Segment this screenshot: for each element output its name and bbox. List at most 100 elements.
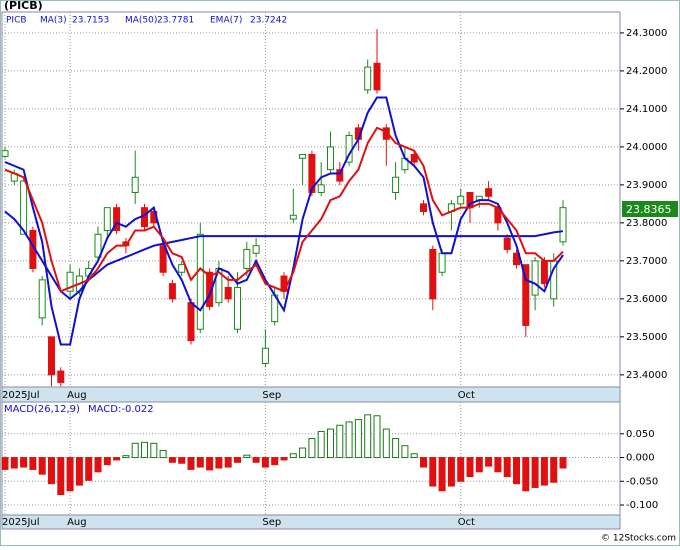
- macd-bar: [187, 457, 195, 470]
- macd-bar: [559, 457, 567, 469]
- x-tick-label: Oct: [458, 390, 475, 401]
- y-tick-label: 23.8000: [626, 218, 667, 229]
- y-tick-label: 0.050: [626, 429, 655, 440]
- macd-bar: [141, 441, 148, 459]
- candle-body: [38, 279, 46, 319]
- candle-body: [457, 195, 465, 205]
- macd-bar: [308, 438, 316, 459]
- macd-bar: [10, 457, 18, 469]
- footer: © 12Stocks.com: [601, 534, 676, 544]
- legend-name: EMA(7): [210, 16, 242, 26]
- macd-bar: [224, 457, 232, 468]
- candle-body: [131, 176, 139, 193]
- macd-bar: [364, 414, 372, 459]
- candle-body: [382, 127, 390, 140]
- macd-bar: [66, 457, 74, 492]
- y-tick-label: 23.7000: [626, 256, 667, 267]
- candle-body: [66, 271, 74, 292]
- macd-bar: [447, 457, 455, 487]
- candle-body: [261, 347, 269, 364]
- macd-bar: [85, 457, 93, 481]
- candle-body: [187, 302, 195, 342]
- macd-bar: [131, 442, 139, 459]
- x-tick-label: Aug: [67, 390, 87, 401]
- legend-symbol: PICB: [6, 16, 27, 26]
- x-tick-label: Sep: [262, 517, 281, 528]
- macd-bar: [168, 457, 176, 463]
- macd-bar: [373, 415, 381, 459]
- candle-body: [159, 245, 167, 273]
- macd-bar: [150, 442, 158, 459]
- macd-bar: [48, 457, 55, 485]
- macd-bar: [540, 457, 548, 486]
- candle-body: [420, 203, 427, 212]
- candle-body: [168, 283, 176, 300]
- candle-body: [540, 260, 548, 285]
- y-tick-label: 24.1000: [626, 104, 667, 115]
- candle-body: [317, 184, 325, 193]
- macd-bar: [494, 457, 502, 473]
- macd-bar: [410, 453, 418, 459]
- candle-body: [364, 66, 372, 91]
- macd-bar: [122, 455, 130, 459]
- candle-body: [485, 188, 493, 197]
- macd-bar: [196, 457, 204, 468]
- candle-body: [103, 207, 111, 231]
- macd-bar: [457, 457, 465, 482]
- macd-bar: [75, 457, 83, 486]
- macd-bar: [475, 457, 483, 473]
- candle-body: [299, 153, 307, 159]
- macd-bar: [261, 457, 269, 468]
- macd-bar: [466, 457, 474, 478]
- macd-bar: [38, 457, 46, 475]
- x-tick-label: 2025Jul: [2, 390, 40, 401]
- macd-bar: [531, 457, 539, 488]
- macd-bar: [299, 447, 307, 459]
- macd-bar: [178, 457, 186, 464]
- macd-bar: [280, 457, 288, 461]
- candle-body: [559, 207, 567, 243]
- y-tick-label: -0.100: [626, 500, 658, 511]
- legend-value: 23.7242: [250, 16, 287, 26]
- macd-bar: [159, 449, 167, 459]
- y-tick-label: 23.6000: [626, 294, 667, 305]
- y-tick-label: 24.3000: [626, 28, 667, 39]
- x-tick-label: Oct: [458, 517, 475, 528]
- chart-title: (PICB): [4, 0, 43, 12]
- legend-name: MA(50): [125, 16, 157, 26]
- candle-body: [1, 150, 9, 157]
- y-tick-label: 23.4000: [626, 370, 667, 381]
- macd-bar: [429, 457, 437, 487]
- candle-body: [392, 176, 400, 193]
- candle-body: [113, 207, 121, 231]
- candle-body: [48, 336, 55, 376]
- y-tick-label: 0.000: [626, 453, 655, 464]
- candle-body: [438, 252, 446, 273]
- candle-body: [289, 214, 297, 220]
- x-tick-label: Sep: [262, 390, 281, 401]
- y-tick-label: 24.2000: [626, 66, 667, 77]
- macd-bar: [392, 438, 400, 459]
- last-price-label: 23.8365: [626, 203, 672, 216]
- macd-bar: [382, 428, 390, 459]
- macd-bar: [94, 457, 102, 473]
- macd-bar: [1, 457, 9, 470]
- candle-body: [94, 233, 102, 258]
- y-tick-label: 23.5000: [626, 332, 667, 343]
- macd-bar: [336, 424, 344, 459]
- candle-body: [522, 264, 530, 326]
- macd-bar: [550, 457, 558, 483]
- candle-body: [336, 169, 344, 182]
- last-price-box: [622, 200, 678, 217]
- macd-bar: [113, 457, 121, 461]
- x-tick-label: 2025Jul: [2, 517, 40, 528]
- candle-body: [531, 260, 539, 296]
- price-panel: [1, 11, 621, 388]
- y-tick-label: -0.050: [626, 476, 658, 487]
- legend-name: MA(3): [40, 16, 67, 26]
- y-tick-label: 23.9000: [626, 180, 667, 191]
- macd-current: MACD:-0.022: [88, 404, 154, 415]
- macd-bar: [485, 457, 493, 467]
- x-axis-band: [1, 386, 621, 403]
